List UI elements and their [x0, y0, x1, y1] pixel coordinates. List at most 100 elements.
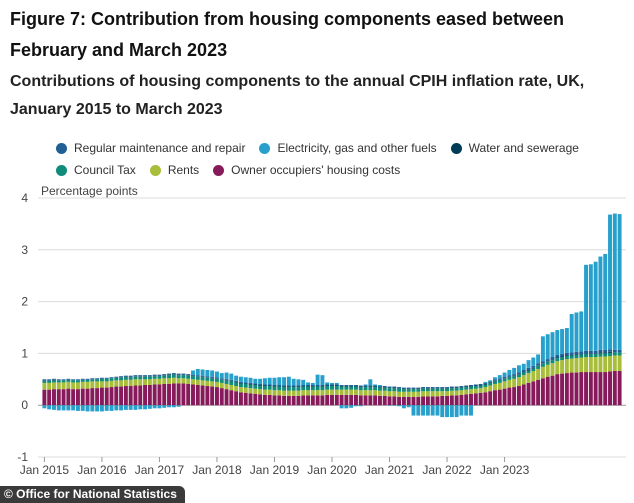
- bar-segment: [47, 389, 52, 406]
- bar-segment: [325, 389, 330, 395]
- legend-label: Regular maintenance and repair: [74, 141, 246, 155]
- bar-segment: [531, 367, 536, 369]
- bar-segment: [61, 379, 66, 381]
- x-tick-label: Jan 2022: [422, 463, 472, 477]
- bar-segment: [344, 389, 349, 395]
- bar-segment: [430, 387, 435, 389]
- legend-swatch-council-tax: [56, 164, 67, 176]
- bar-segment: [291, 387, 296, 391]
- bar-segment: [397, 405, 402, 407]
- bar-segment: [133, 376, 138, 380]
- bar-segment: [454, 388, 459, 391]
- bar-segment: [282, 377, 287, 386]
- bar-segment: [339, 389, 344, 395]
- bar-segment: [320, 385, 325, 387]
- bar-segment: [536, 365, 541, 366]
- legend-item-rents[interactable]: Rents: [149, 163, 199, 177]
- bar-segment: [421, 388, 426, 392]
- bar-segment: [358, 390, 363, 396]
- bar-segment: [416, 389, 421, 392]
- bar-segment: [588, 353, 593, 354]
- bar-segment: [363, 387, 368, 391]
- bar-segment: [143, 375, 148, 377]
- bar-segment: [550, 360, 555, 364]
- bar-segment: [425, 388, 430, 389]
- bar-segment: [330, 394, 334, 406]
- bar-segment: [416, 405, 421, 416]
- y-tick-label: 4: [21, 191, 28, 205]
- bar-segment: [406, 405, 411, 408]
- bar-segment: [555, 330, 560, 355]
- bar-segment: [516, 372, 521, 375]
- bar-segment: [306, 395, 310, 406]
- bar-segment: [291, 378, 296, 386]
- y-tick-label: -1: [17, 450, 28, 464]
- legend-swatch-ooh: [213, 164, 225, 176]
- legend-item-maintenance[interactable]: Regular maintenance and repair: [56, 141, 245, 155]
- bar-segment: [147, 376, 152, 380]
- bar-segment: [569, 372, 574, 406]
- bar-segment: [502, 378, 507, 379]
- bar-segment: [71, 382, 76, 390]
- bar-segment: [454, 405, 459, 418]
- bar-segment: [104, 378, 109, 382]
- bar-segment: [363, 395, 368, 406]
- bar-segment: [56, 389, 61, 406]
- bar-segment: [200, 385, 205, 406]
- bar-segment: [214, 387, 219, 406]
- bar-segment: [200, 377, 205, 381]
- bar-segment: [277, 386, 282, 387]
- bar-segment: [354, 389, 358, 395]
- bar-segment: [617, 352, 622, 356]
- legend-item-fuels[interactable]: Electricity, gas and other fuels: [259, 141, 437, 155]
- bar-segment: [497, 389, 502, 406]
- bar-segment: [507, 376, 512, 378]
- bar-segment: [464, 385, 469, 387]
- bar-segment: [421, 391, 426, 397]
- legend-item-water[interactable]: Water and sewerage: [450, 141, 579, 155]
- bar-segment: [488, 380, 493, 382]
- bar-segment: [526, 369, 531, 371]
- bar-segment: [560, 353, 565, 357]
- bar-segment: [258, 389, 263, 395]
- bar-segment: [191, 374, 195, 376]
- bar-segment: [286, 390, 291, 396]
- bar-segment: [210, 376, 215, 378]
- bar-segment: [238, 383, 243, 388]
- bar-segment: [555, 358, 560, 362]
- bar-segment: [574, 372, 579, 406]
- bar-segment: [454, 386, 459, 388]
- bar-segment: [301, 385, 306, 387]
- bar-segment: [521, 375, 526, 385]
- bar-segment: [612, 213, 617, 350]
- bar-segment: [186, 375, 191, 379]
- bar-segment: [344, 386, 349, 390]
- bar-segment: [435, 387, 440, 389]
- bar-segment: [483, 382, 488, 384]
- bar-segment: [555, 357, 560, 359]
- bar-segment: [454, 387, 459, 389]
- ons-copyright-badge: © Office for National Statistics: [0, 486, 185, 503]
- x-tick-label: Jan 2017: [135, 463, 185, 477]
- bar-segment: [253, 378, 258, 384]
- bar-segment: [229, 380, 234, 382]
- legend-item-ooh[interactable]: Owner occupiers' housing costs: [213, 163, 400, 177]
- bar-segment: [306, 385, 310, 387]
- legend-item-council-tax[interactable]: Council Tax: [56, 163, 136, 177]
- bar-segment: [469, 385, 473, 387]
- bar-segment: [560, 329, 565, 354]
- bar-segment: [608, 351, 612, 353]
- bar-segment: [90, 405, 95, 412]
- bar-segment: [560, 357, 565, 361]
- bar-segment: [488, 381, 493, 383]
- bar-segment: [306, 386, 310, 387]
- bar-segment: [545, 361, 550, 362]
- bar-segment: [421, 405, 426, 416]
- bar-segment: [85, 381, 90, 389]
- bar-segment: [301, 395, 306, 406]
- bar-segment: [320, 395, 325, 406]
- bar-segment: [138, 405, 143, 410]
- bar-segment: [334, 382, 339, 385]
- bar-segment: [512, 367, 517, 375]
- bar-segment: [382, 386, 387, 388]
